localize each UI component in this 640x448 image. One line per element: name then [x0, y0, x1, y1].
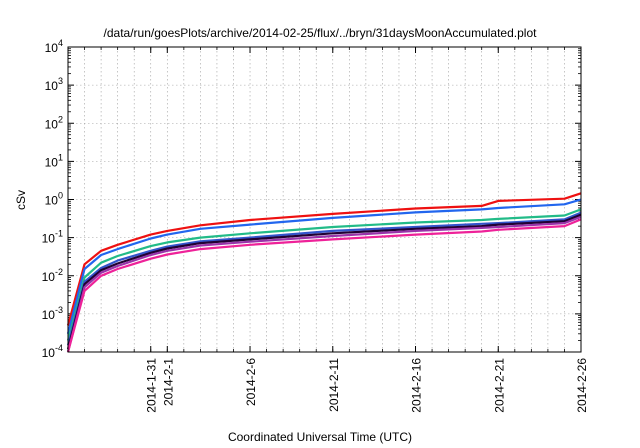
x-tick-label: 2014-2-26	[575, 358, 589, 413]
y-tick-label: 101	[45, 152, 63, 169]
series-line	[66, 211, 582, 346]
series-line	[66, 198, 582, 335]
series-line	[66, 192, 582, 326]
x-tick-label: 2014-1-31	[145, 358, 159, 413]
y-tick-label: 10-1	[42, 229, 63, 246]
y-tick-label: 100	[45, 191, 63, 208]
x-tick-label: 2014-2-1	[161, 358, 175, 406]
y-tick-label: 103	[45, 76, 63, 93]
series-line	[66, 215, 582, 353]
series-line	[66, 213, 582, 350]
y-tick-label: 102	[45, 114, 63, 131]
x-tick-label: 2014-2-6	[244, 358, 258, 406]
x-tick-label: 2014-2-16	[410, 358, 424, 413]
y-tick-label: 10-2	[42, 267, 63, 284]
x-tick-label: 2014-2-11	[327, 358, 341, 412]
y-tick-label: 10-3	[42, 305, 63, 322]
y-tick-label: 104	[45, 38, 63, 55]
y-tick-label: 10-4	[42, 343, 63, 360]
series-line	[66, 218, 582, 353]
x-axis-label: Coordinated Universal Time (UTC)	[227, 430, 413, 444]
chart-title: /data/run/goesPlots/archive/2014-02-25/f…	[103, 26, 537, 40]
x-tick-label: 2014-2-21	[492, 358, 506, 413]
series-line	[66, 208, 582, 341]
plot-frame	[67, 46, 582, 353]
